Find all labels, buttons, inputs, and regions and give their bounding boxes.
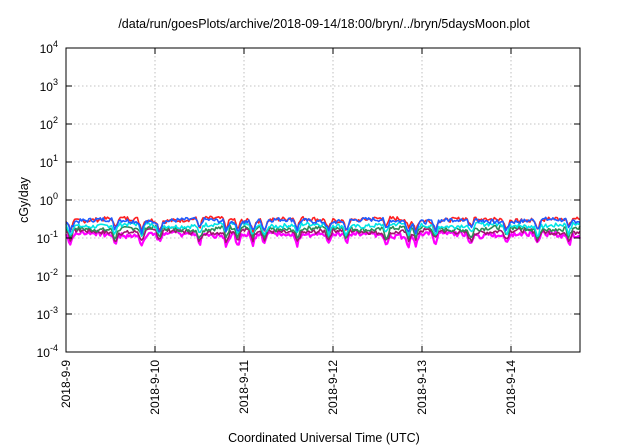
y-tick-label: 100 <box>40 191 58 208</box>
y-tick-label: 10-2 <box>37 267 58 284</box>
y-tick-label: 10-4 <box>37 343 58 360</box>
y-axis-ticks: 104 103 102 101 100 10-1 10-2 10-3 10-4 <box>37 39 580 360</box>
y-axis-label: cGy/day <box>17 176 31 223</box>
y-tick-label: 102 <box>40 115 58 132</box>
x-tick-label: 2018-9-12 <box>326 360 340 415</box>
x-axis-ticks: 2018-9-9 2018-9-10 2018-9-11 2018-9-12 2018-… <box>59 48 518 415</box>
x-tick-label: 2018-9-14 <box>504 360 518 415</box>
x-tick-label: 2018-9-10 <box>148 360 162 415</box>
x-tick-label: 2018-9-13 <box>415 360 429 415</box>
x-tick-label: 2018-9-11 <box>237 360 251 414</box>
y-tick-label: 10-1 <box>37 229 58 246</box>
x-axis-label: Coordinated Universal Time (UTC) <box>228 431 420 445</box>
y-tick-label: 104 <box>40 39 58 56</box>
series-line <box>65 224 581 240</box>
series-line <box>65 229 581 249</box>
y-tick-label: 101 <box>40 153 58 170</box>
series-layer <box>65 215 581 249</box>
series-line <box>65 215 581 233</box>
y-tick-label: 10-3 <box>37 305 58 322</box>
y-tick-label: 103 <box>40 77 58 94</box>
x-tick-label: 2018-9-9 <box>59 360 73 408</box>
series-line <box>65 216 581 235</box>
grid <box>66 48 580 352</box>
chart-title: /data/run/goesPlots/archive/2018-09-14/1… <box>118 17 530 31</box>
